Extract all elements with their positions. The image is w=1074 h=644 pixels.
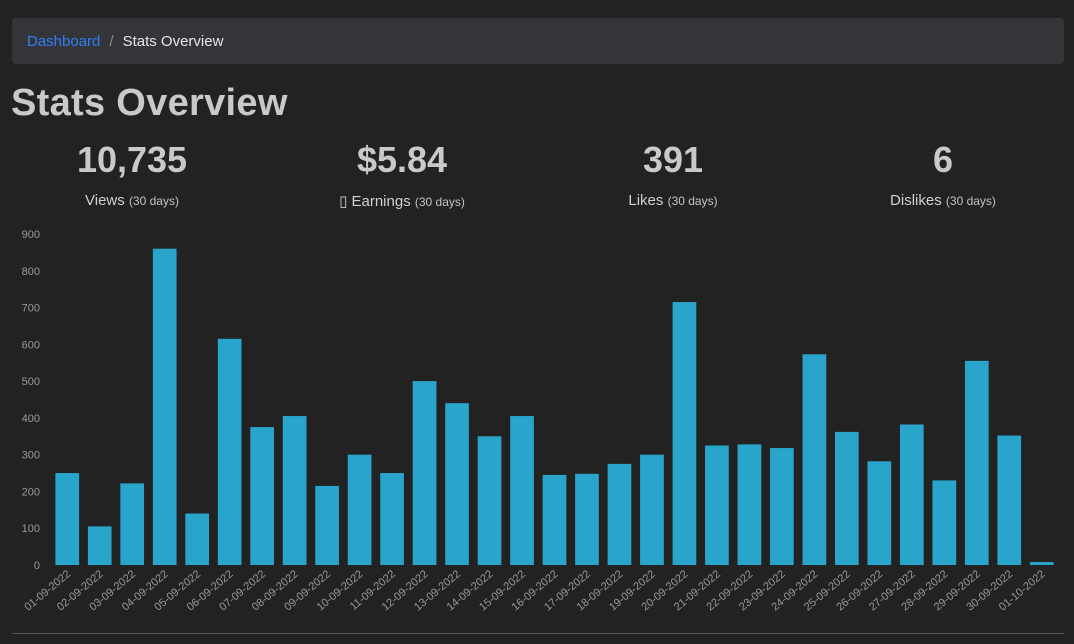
chart-bar[interactable] [510, 416, 534, 565]
chart-bar[interactable] [899, 424, 924, 565]
stat-views-period: (30 days) [128, 194, 179, 208]
stat-likes-label-text: Likes [628, 192, 664, 209]
stat-earnings-label: ▯ Earnings (30 days) [339, 192, 465, 210]
chart-bar[interactable] [672, 302, 697, 565]
stat-dislikes-label-text: Dislikes [890, 192, 942, 209]
y-tick-label: 100 [22, 523, 40, 535]
chart-bar[interactable] [705, 445, 729, 565]
stat-dislikes-label: Dislikes (30 days) [890, 192, 996, 209]
stat-dislikes-period: (30 days) [945, 194, 996, 208]
chart-bar[interactable] [607, 463, 632, 565]
chart-bar[interactable] [542, 474, 567, 565]
stat-dislikes-value: 6 [932, 139, 954, 180]
chart-bar[interactable] [932, 480, 957, 565]
chart-bar[interactable] [802, 354, 827, 565]
chart-bar[interactable] [380, 473, 404, 565]
stat-likes-period: (30 days) [667, 194, 718, 208]
stat-likes-label: Likes (30 days) [628, 192, 717, 209]
page-title: Stats Overview [11, 82, 288, 124]
stat-likes: 391 Likes (30 days) [543, 138, 803, 210]
bottom-divider [12, 633, 1064, 634]
stat-dislikes: 6 Dislikes (30 days) [813, 138, 1073, 210]
chart-bar[interactable] [445, 403, 469, 565]
chart-bar[interactable] [640, 454, 664, 565]
chart-bar[interactable] [120, 483, 145, 565]
chart-bar[interactable] [250, 427, 275, 565]
chart-bar[interactable] [997, 435, 1022, 565]
chart-bar[interactable] [1029, 562, 1054, 565]
chart-bar[interactable] [834, 431, 859, 565]
y-tick-label: 500 [22, 376, 40, 388]
y-tick-label: 900 [22, 229, 40, 241]
chart-bar[interactable] [217, 338, 242, 565]
chart-bar[interactable] [55, 473, 80, 565]
chart-bar[interactable] [185, 513, 210, 565]
chart-bar[interactable] [87, 526, 112, 565]
y-tick-label: 0 [34, 560, 40, 572]
stat-views-value: 10,735 [76, 139, 188, 180]
chart-bar[interactable] [412, 381, 437, 565]
chart-bar[interactable] [152, 248, 177, 565]
y-tick-label: 700 [22, 303, 40, 315]
chart-bar[interactable] [575, 473, 599, 565]
chart-bar[interactable] [477, 436, 502, 565]
stat-earnings-label-text: ▯ Earnings [339, 193, 411, 210]
chart-bar[interactable] [964, 360, 989, 565]
stat-views-label: Views (30 days) [85, 192, 179, 209]
stats-summary: 10,735 Views (30 days) $5.84 ▯ Earnings … [0, 138, 1074, 218]
stat-views: 10,735 Views (30 days) [2, 138, 262, 210]
views-bar-chart: 010020030040050060070080090001-09-202202… [22, 229, 1054, 613]
breadcrumb-current: Stats Overview [122, 32, 224, 50]
breadcrumb-separator: / [109, 32, 114, 50]
y-tick-label: 200 [22, 486, 40, 498]
chart-bar[interactable] [315, 485, 339, 565]
breadcrumb-dashboard-link[interactable]: Dashboard [27, 32, 101, 50]
chart-bar[interactable] [737, 444, 762, 565]
y-tick-label: 600 [22, 339, 40, 351]
chart-bar[interactable] [770, 448, 794, 565]
chart-bar[interactable] [347, 454, 372, 565]
stat-earnings-value: $5.84 [356, 139, 448, 180]
breadcrumb: Dashboard / Stats Overview [12, 18, 1064, 64]
y-tick-label: 400 [22, 413, 40, 425]
stat-views-label-text: Views [85, 192, 125, 209]
chart-bar[interactable] [867, 461, 892, 565]
stat-earnings: $5.84 ▯ Earnings (30 days) [272, 138, 532, 211]
stat-likes-value: 391 [642, 139, 704, 180]
y-tick-label: 300 [22, 450, 40, 462]
y-tick-label: 800 [22, 266, 40, 278]
chart-bar[interactable] [282, 416, 307, 565]
stat-earnings-period: (30 days) [414, 195, 465, 209]
